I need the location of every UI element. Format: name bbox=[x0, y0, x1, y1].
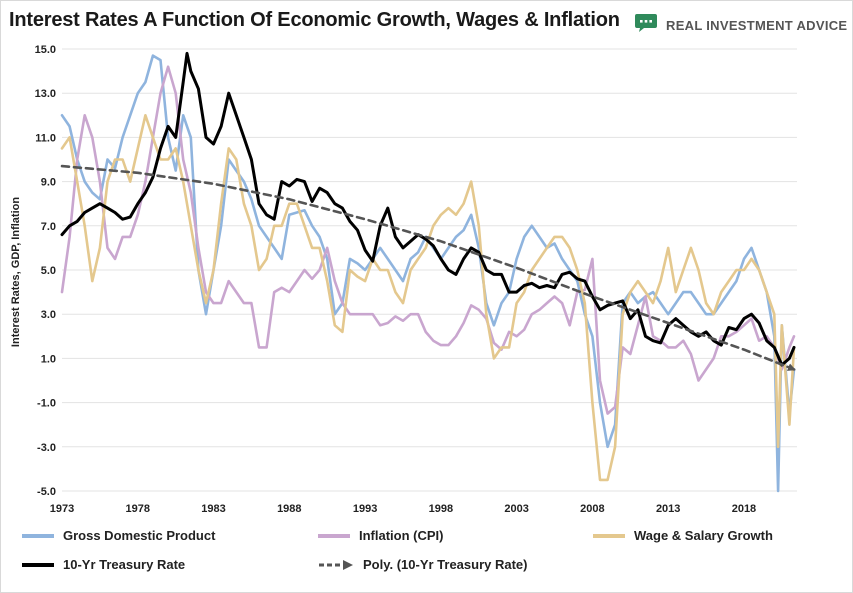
legend-label: Gross Domestic Product bbox=[63, 528, 216, 543]
x-tick-label: 2003 bbox=[504, 503, 528, 515]
y-tick-label: 3.0 bbox=[41, 309, 56, 321]
x-tick-label: 1988 bbox=[277, 503, 301, 515]
x-tick-label: 1973 bbox=[50, 503, 74, 515]
x-tick-label: 1983 bbox=[201, 503, 225, 515]
legend-swatch bbox=[22, 533, 54, 538]
x-tick-label: 1993 bbox=[353, 503, 377, 515]
legend-item: Poly. (10-Yr Treasury Rate) bbox=[318, 557, 528, 572]
y-tick-label: 15.0 bbox=[35, 44, 56, 56]
series-line-2 bbox=[60, 114, 796, 482]
legend-label: Poly. (10-Yr Treasury Rate) bbox=[363, 557, 528, 572]
brand: REAL INVESTMENT ADVICE bbox=[634, 13, 847, 38]
legend-label: 10-Yr Treasury Rate bbox=[63, 557, 186, 572]
series-line-3 bbox=[60, 51, 796, 367]
legend-item: 10-Yr Treasury Rate bbox=[22, 557, 185, 572]
y-tick-label: -3.0 bbox=[37, 442, 56, 454]
series-line-0 bbox=[60, 54, 796, 493]
y-tick-label: 11.0 bbox=[35, 132, 56, 144]
series-line-4 bbox=[60, 164, 796, 371]
chat-bubble-logo-icon bbox=[634, 13, 658, 38]
legend-item: Inflation (CPI) bbox=[318, 528, 444, 543]
y-tick-label: 5.0 bbox=[41, 265, 56, 277]
x-tick-label: 1998 bbox=[429, 503, 453, 515]
series-line-1 bbox=[60, 65, 796, 415]
legend-swatch bbox=[593, 533, 625, 538]
legend-label: Wage & Salary Growth bbox=[634, 528, 773, 543]
y-tick-label: -5.0 bbox=[37, 486, 56, 498]
x-tick-label: 2013 bbox=[656, 503, 680, 515]
y-tick-label: 9.0 bbox=[41, 177, 56, 189]
y-tick-label: 7.0 bbox=[41, 221, 56, 233]
x-tick-label: 1978 bbox=[126, 503, 150, 515]
legend-item: Gross Domestic Product bbox=[22, 528, 215, 543]
brand-name: REAL INVESTMENT ADVICE bbox=[666, 18, 848, 33]
chart-title: Interest Rates A Function Of Economic Gr… bbox=[9, 9, 620, 31]
legend-swatch bbox=[318, 533, 350, 538]
legend-swatch bbox=[319, 559, 353, 570]
legend-swatch bbox=[22, 562, 54, 567]
legend-item: Wage & Salary Growth bbox=[593, 528, 773, 543]
legend-label: Inflation (CPI) bbox=[359, 528, 444, 543]
x-tick-label: 2008 bbox=[580, 503, 604, 515]
y-tick-label: 13.0 bbox=[35, 88, 56, 100]
y-tick-label: -1.0 bbox=[37, 398, 56, 410]
x-tick-label: 2018 bbox=[732, 503, 756, 515]
y-tick-label: 1.0 bbox=[41, 353, 56, 365]
